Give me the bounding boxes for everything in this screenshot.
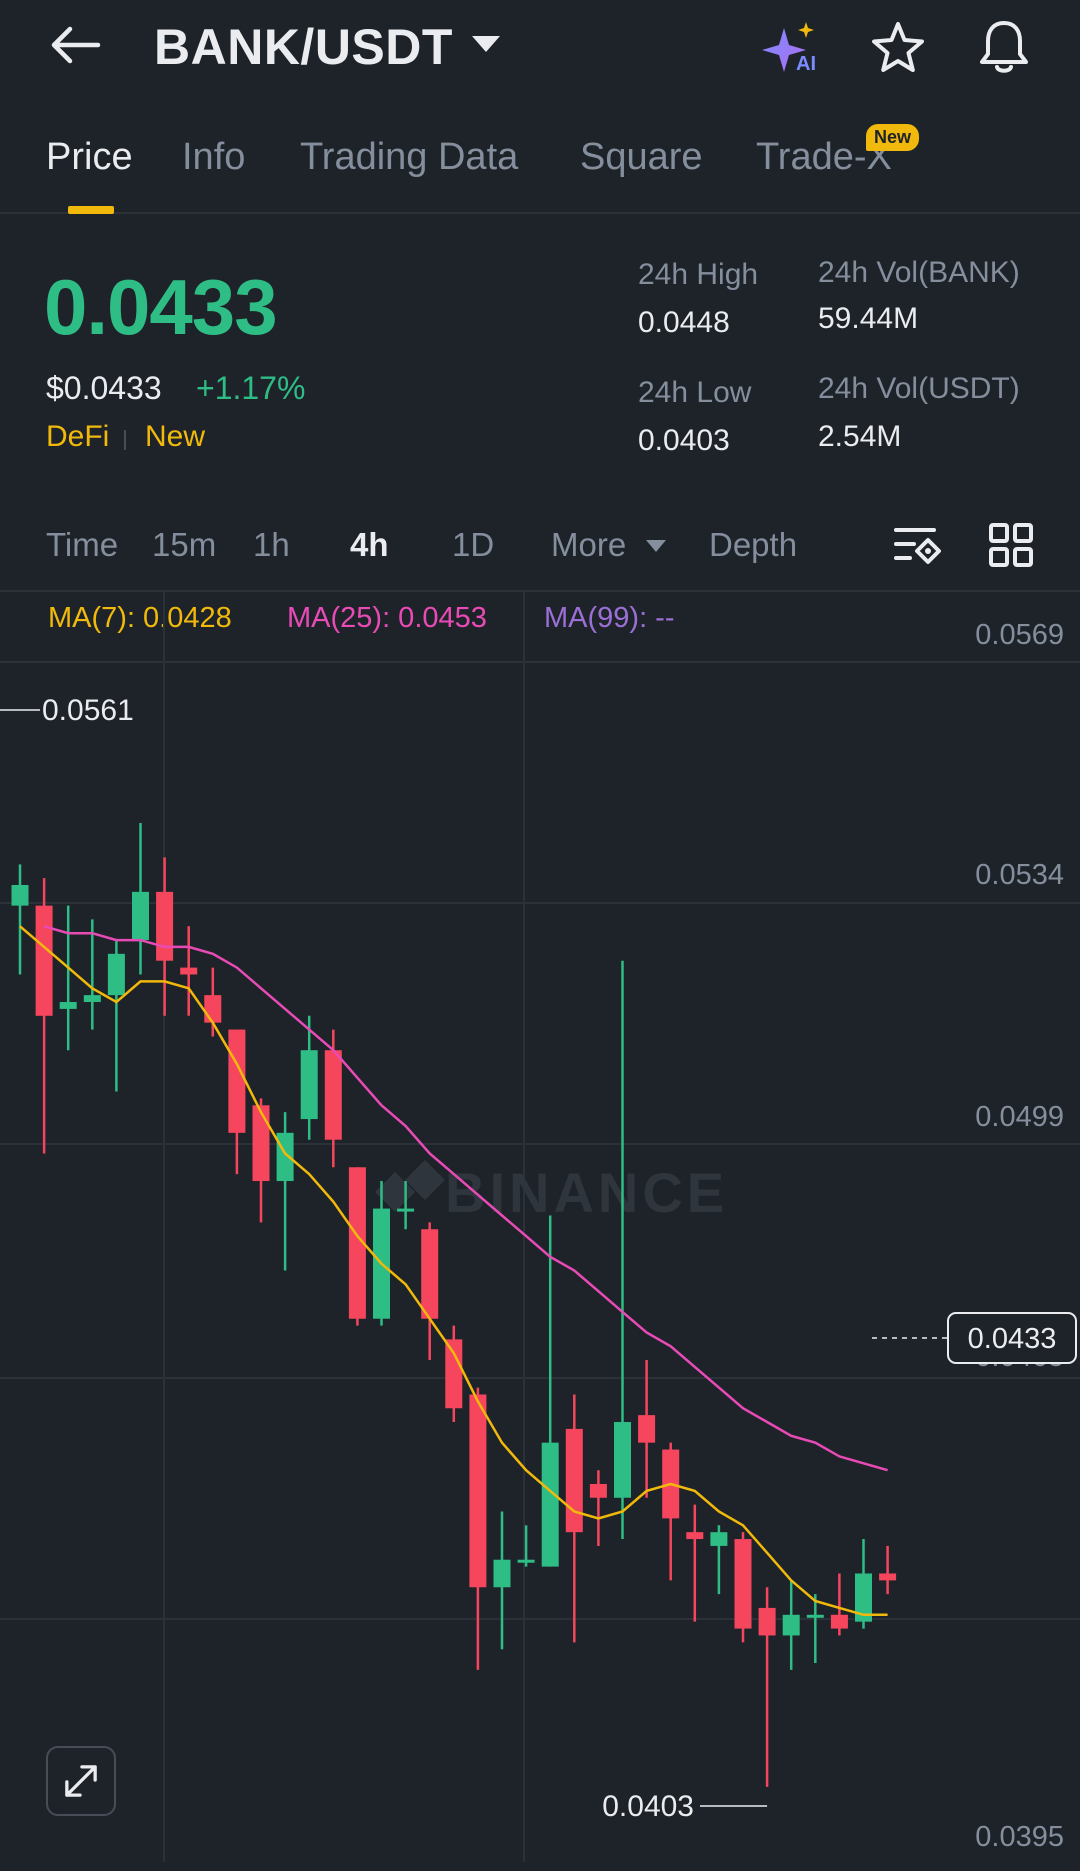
candle-body — [300, 1050, 318, 1120]
candle-body — [806, 1614, 824, 1618]
ma25-line — [43, 925, 888, 1472]
layout-grid-icon[interactable] — [988, 522, 1034, 568]
candle-body — [541, 1442, 559, 1567]
tab-square[interactable]: Square — [580, 136, 703, 178]
y-axis-tick: 0.0534 — [975, 859, 1064, 891]
new-badge: New — [866, 124, 920, 151]
candle-body — [445, 1339, 463, 1409]
binance-logo-icon — [375, 1160, 445, 1212]
ma25-label: MA(25): 0.0453 — [287, 602, 487, 634]
candle-body — [614, 1422, 631, 1498]
interval-more[interactable]: More — [551, 526, 627, 563]
tag-divider — [124, 430, 126, 450]
candle-body — [830, 1614, 848, 1629]
stat-vol-quote-label: 24h Vol(USDT) — [818, 372, 1020, 405]
candle-body — [734, 1539, 752, 1629]
candle-body — [348, 1167, 366, 1319]
y-axis-tick: 0.0499 — [975, 1101, 1064, 1133]
divider — [0, 590, 1080, 592]
candlestick-chart[interactable]: BINANCE 0.05690.05340.04990.04650.03950.… — [0, 592, 1080, 1862]
stat-vol-base-label: 24h Vol(BANK) — [818, 256, 1020, 289]
candle-body — [397, 1208, 415, 1212]
stat-vol-base-value: 59.44M — [818, 302, 919, 335]
candle-body — [758, 1607, 776, 1636]
last-price: 0.0433 — [44, 263, 278, 351]
tab-price[interactable]: Price — [46, 136, 133, 178]
bell-icon[interactable] — [976, 18, 1032, 76]
candle-body — [11, 884, 29, 906]
stat-low-value: 0.0403 — [638, 424, 730, 457]
top-bar: BANK/USDT AI — [0, 0, 1080, 96]
chevron-down-icon[interactable] — [472, 36, 500, 52]
chart-canvas[interactable]: BINANCE 0.05690.05340.04990.04650.03950.… — [0, 592, 1080, 1862]
stat-high-label: 24h High — [638, 258, 759, 291]
tab-info[interactable]: Info — [182, 136, 246, 178]
star-icon[interactable] — [870, 20, 926, 76]
tag-new[interactable]: New — [145, 420, 206, 453]
candle-body — [565, 1428, 583, 1533]
candle-body — [855, 1573, 872, 1622]
candle-body — [638, 1415, 656, 1443]
stat-high-value: 0.0448 — [638, 306, 730, 339]
interval-15m[interactable]: 15m — [152, 526, 217, 563]
active-tab-indicator — [68, 206, 114, 214]
candle-body — [204, 995, 222, 1023]
candle-body — [589, 1483, 607, 1498]
interval-bar: Time 15m 1h 4h 1D More Depth — [0, 510, 1080, 580]
candle-body — [517, 1559, 535, 1563]
expand-icon[interactable] — [46, 1746, 116, 1816]
stat-vol-quote-value: 2.54M — [818, 420, 902, 453]
current-price-tag[interactable] — [947, 1312, 1077, 1364]
tag-defi[interactable]: DeFi — [46, 420, 110, 453]
current-price-label: 0.0433 — [968, 1323, 1057, 1355]
candle-body — [421, 1229, 439, 1319]
ai-sparkle-icon[interactable]: AI — [762, 18, 826, 74]
candle-body — [156, 891, 174, 961]
candle-body — [493, 1559, 511, 1588]
high-marker-label: 0.0561 — [42, 694, 134, 727]
interval-1d[interactable]: 1D — [452, 526, 495, 563]
candle-body — [107, 953, 125, 996]
y-axis-tick: 0.0395 — [975, 1821, 1064, 1853]
tab-bar: Price Info Trading Data Square Trade-X — [0, 120, 1080, 214]
low-marker-label: 0.0403 — [602, 1790, 694, 1823]
candle-body — [324, 1050, 342, 1140]
chart-settings-icon[interactable] — [894, 522, 942, 570]
ai-label: AI — [796, 53, 816, 74]
candle-body — [132, 891, 149, 941]
watermark: BINANCE — [445, 1161, 728, 1224]
back-arrow-icon[interactable] — [46, 20, 106, 70]
fiat-price: $0.0433 — [46, 370, 162, 406]
depth-tab[interactable]: Depth — [709, 526, 798, 563]
candle-body — [83, 995, 101, 1003]
y-axis-tick: 0.0569 — [975, 619, 1064, 651]
candle-body — [35, 905, 53, 1016]
ma99-label: MA(99): -- — [544, 602, 675, 634]
stat-low-label: 24h Low — [638, 376, 752, 409]
candle-body — [879, 1573, 897, 1581]
candle-body — [710, 1532, 728, 1546]
interval-1h[interactable]: 1h — [253, 526, 290, 563]
ma7-line — [19, 925, 888, 1617]
candle-body — [782, 1614, 800, 1636]
pair-selector[interactable]: BANK/USDT — [154, 19, 453, 75]
price-change: +1.17% — [196, 370, 306, 406]
interval-4h[interactable]: 4h — [350, 526, 389, 563]
chevron-down-icon[interactable] — [646, 540, 666, 552]
candle-body — [686, 1532, 704, 1540]
candle-body — [276, 1132, 294, 1182]
interval-time[interactable]: Time — [46, 526, 119, 563]
ma7-label: MA(7): 0.0428 — [48, 602, 232, 634]
candle-body — [252, 1105, 270, 1182]
candle-body — [228, 1029, 246, 1133]
candle-body — [469, 1394, 487, 1588]
candle-body — [180, 967, 198, 975]
tab-trading-data[interactable]: Trading Data — [300, 136, 519, 178]
candle-body — [59, 1002, 77, 1009]
